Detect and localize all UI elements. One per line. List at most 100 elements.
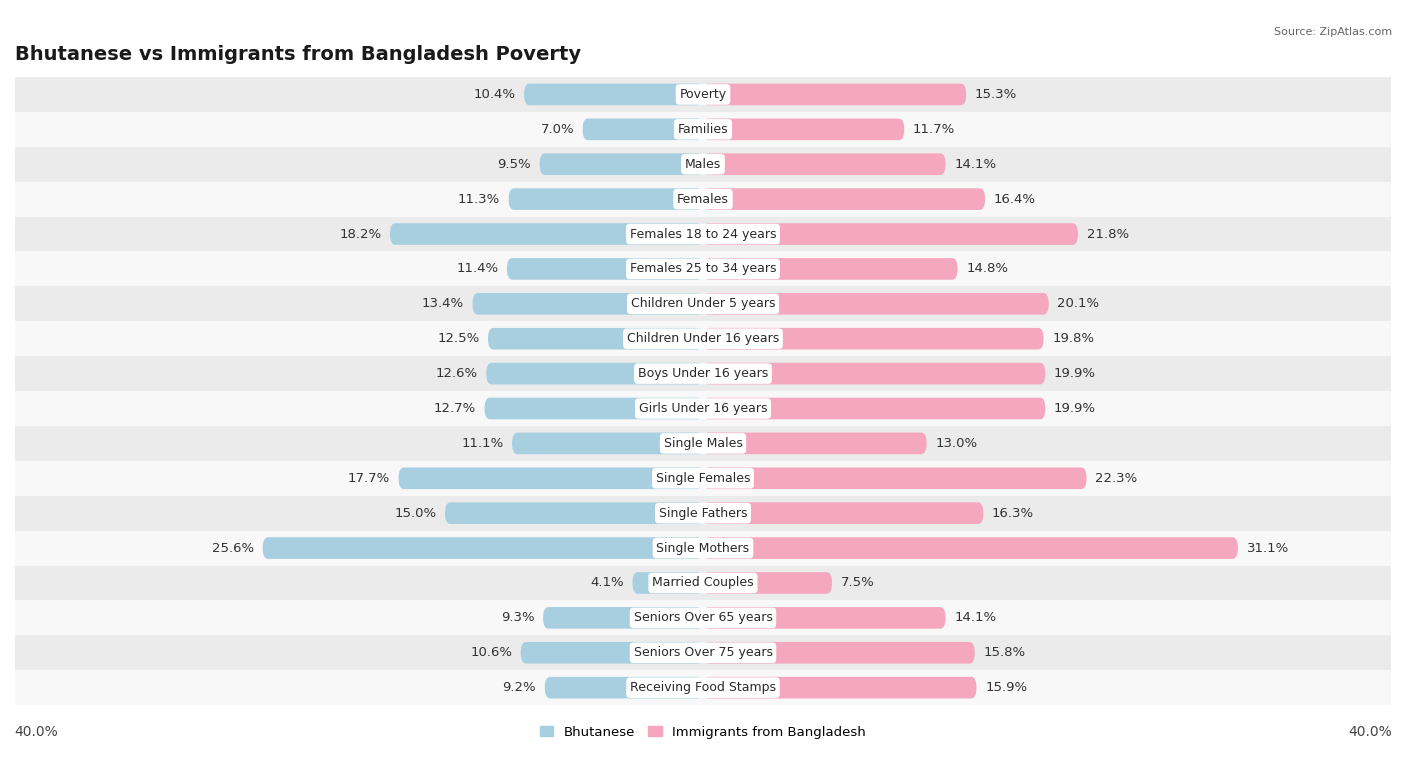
- Text: 17.7%: 17.7%: [347, 471, 389, 485]
- FancyBboxPatch shape: [582, 118, 703, 140]
- FancyBboxPatch shape: [703, 363, 1045, 384]
- Bar: [15, 252, 1391, 287]
- Text: 11.4%: 11.4%: [456, 262, 498, 275]
- Bar: [15, 112, 1391, 147]
- FancyBboxPatch shape: [508, 258, 703, 280]
- FancyBboxPatch shape: [446, 503, 703, 524]
- Bar: [15, 356, 1391, 391]
- Text: 14.8%: 14.8%: [966, 262, 1008, 275]
- FancyBboxPatch shape: [703, 118, 904, 140]
- FancyBboxPatch shape: [703, 503, 983, 524]
- Bar: [15, 287, 1391, 321]
- FancyBboxPatch shape: [703, 468, 1087, 489]
- Bar: [15, 391, 1391, 426]
- Legend: Bhutanese, Immigrants from Bangladesh: Bhutanese, Immigrants from Bangladesh: [534, 720, 872, 744]
- FancyBboxPatch shape: [703, 188, 986, 210]
- Text: 31.1%: 31.1%: [1247, 541, 1289, 555]
- Text: Females 25 to 34 years: Females 25 to 34 years: [630, 262, 776, 275]
- Text: 9.5%: 9.5%: [498, 158, 531, 171]
- FancyBboxPatch shape: [703, 328, 1043, 349]
- FancyBboxPatch shape: [544, 677, 703, 698]
- Text: 7.0%: 7.0%: [540, 123, 574, 136]
- Bar: [15, 565, 1391, 600]
- Text: 21.8%: 21.8%: [1087, 227, 1129, 240]
- Text: Source: ZipAtlas.com: Source: ZipAtlas.com: [1274, 27, 1392, 36]
- FancyBboxPatch shape: [520, 642, 703, 663]
- Text: 22.3%: 22.3%: [1095, 471, 1137, 485]
- Text: 14.1%: 14.1%: [955, 612, 997, 625]
- Text: 19.9%: 19.9%: [1054, 367, 1095, 380]
- Text: 13.4%: 13.4%: [422, 297, 464, 310]
- FancyBboxPatch shape: [633, 572, 703, 594]
- Text: 11.3%: 11.3%: [458, 193, 501, 205]
- Text: 12.7%: 12.7%: [433, 402, 477, 415]
- Text: Single Fathers: Single Fathers: [659, 506, 747, 520]
- FancyBboxPatch shape: [703, 607, 945, 628]
- Text: Married Couples: Married Couples: [652, 577, 754, 590]
- FancyBboxPatch shape: [512, 433, 703, 454]
- Bar: [15, 147, 1391, 182]
- Text: 25.6%: 25.6%: [212, 541, 254, 555]
- Text: Seniors Over 75 years: Seniors Over 75 years: [634, 647, 772, 659]
- Text: 12.6%: 12.6%: [436, 367, 478, 380]
- Bar: [15, 77, 1391, 112]
- Text: 16.3%: 16.3%: [993, 506, 1033, 520]
- FancyBboxPatch shape: [488, 328, 703, 349]
- FancyBboxPatch shape: [703, 153, 945, 175]
- Text: 13.0%: 13.0%: [935, 437, 977, 450]
- Text: Seniors Over 65 years: Seniors Over 65 years: [634, 612, 772, 625]
- FancyBboxPatch shape: [263, 537, 703, 559]
- FancyBboxPatch shape: [703, 293, 1049, 315]
- FancyBboxPatch shape: [703, 537, 1237, 559]
- Text: Males: Males: [685, 158, 721, 171]
- Text: Single Males: Single Males: [664, 437, 742, 450]
- Text: 18.2%: 18.2%: [339, 227, 381, 240]
- Text: Children Under 16 years: Children Under 16 years: [627, 332, 779, 345]
- Text: 16.4%: 16.4%: [994, 193, 1036, 205]
- Text: 4.1%: 4.1%: [591, 577, 624, 590]
- Bar: [15, 635, 1391, 670]
- Text: Single Mothers: Single Mothers: [657, 541, 749, 555]
- Text: Girls Under 16 years: Girls Under 16 years: [638, 402, 768, 415]
- Text: Children Under 5 years: Children Under 5 years: [631, 297, 775, 310]
- Text: 40.0%: 40.0%: [14, 725, 58, 739]
- Bar: [15, 426, 1391, 461]
- Bar: [15, 217, 1391, 252]
- Bar: [15, 496, 1391, 531]
- FancyBboxPatch shape: [703, 642, 974, 663]
- Text: Poverty: Poverty: [679, 88, 727, 101]
- Bar: [15, 670, 1391, 705]
- FancyBboxPatch shape: [486, 363, 703, 384]
- Text: 10.4%: 10.4%: [474, 88, 516, 101]
- Text: Receiving Food Stamps: Receiving Food Stamps: [630, 681, 776, 694]
- Text: 7.5%: 7.5%: [841, 577, 875, 590]
- Text: Single Females: Single Females: [655, 471, 751, 485]
- Text: Females: Females: [678, 193, 728, 205]
- FancyBboxPatch shape: [540, 153, 703, 175]
- FancyBboxPatch shape: [703, 572, 832, 594]
- Bar: [15, 461, 1391, 496]
- Text: 15.3%: 15.3%: [974, 88, 1017, 101]
- Text: 19.8%: 19.8%: [1052, 332, 1094, 345]
- FancyBboxPatch shape: [703, 398, 1045, 419]
- FancyBboxPatch shape: [703, 677, 977, 698]
- Text: Females 18 to 24 years: Females 18 to 24 years: [630, 227, 776, 240]
- Text: 11.7%: 11.7%: [912, 123, 955, 136]
- FancyBboxPatch shape: [389, 223, 703, 245]
- FancyBboxPatch shape: [543, 607, 703, 628]
- Bar: [15, 321, 1391, 356]
- Text: 9.2%: 9.2%: [502, 681, 536, 694]
- Text: 10.6%: 10.6%: [470, 647, 512, 659]
- FancyBboxPatch shape: [703, 223, 1078, 245]
- Text: Bhutanese vs Immigrants from Bangladesh Poverty: Bhutanese vs Immigrants from Bangladesh …: [15, 45, 581, 64]
- FancyBboxPatch shape: [472, 293, 703, 315]
- Text: Families: Families: [678, 123, 728, 136]
- Text: 15.0%: 15.0%: [394, 506, 436, 520]
- FancyBboxPatch shape: [524, 83, 703, 105]
- Text: 40.0%: 40.0%: [1348, 725, 1392, 739]
- Text: Boys Under 16 years: Boys Under 16 years: [638, 367, 768, 380]
- Text: 15.9%: 15.9%: [986, 681, 1028, 694]
- FancyBboxPatch shape: [703, 258, 957, 280]
- Text: 20.1%: 20.1%: [1057, 297, 1099, 310]
- Bar: [15, 600, 1391, 635]
